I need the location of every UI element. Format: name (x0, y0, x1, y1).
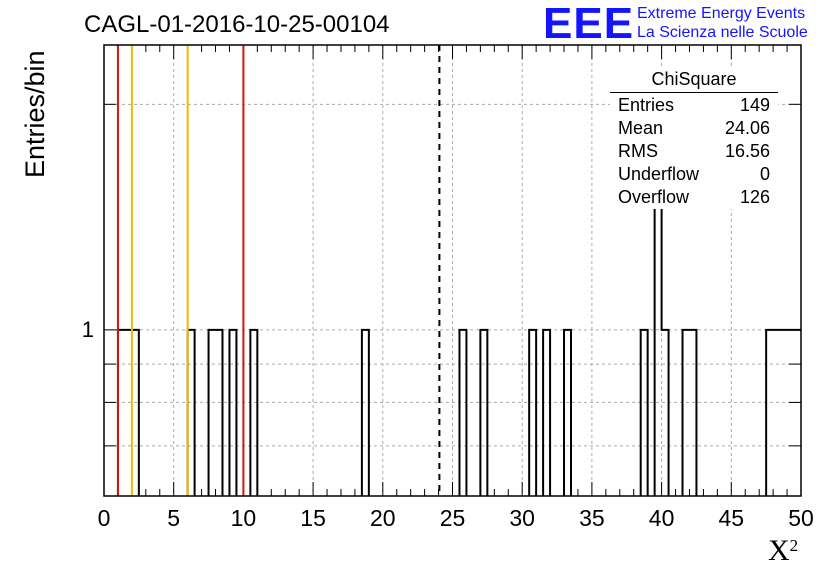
stats-label: Entries (618, 95, 675, 115)
y-axis-label: Entries/bin (20, 50, 50, 178)
eee-logo: EEE (543, 0, 635, 48)
x-axis-label: X2 (768, 534, 799, 567)
logo-line-2: La Scienza nelle Scuole (637, 24, 808, 41)
y-tick-label: 1 (82, 317, 94, 342)
x-tick-label: 35 (579, 505, 605, 531)
stats-label: Overflow (618, 187, 690, 207)
x-tick-label: 0 (98, 505, 111, 531)
x-tick-label: 50 (788, 505, 814, 531)
stats-row-mean: Mean 24.06 (610, 117, 778, 140)
stats-value: 149 (739, 95, 770, 115)
stats-row-underflow: Underflow 0 (610, 163, 778, 186)
stats-label: Underflow (618, 164, 700, 184)
stats-value: 24.06 (724, 118, 770, 138)
stats-row-overflow: Overflow 126 (610, 186, 778, 209)
x-tick-label: 5 (167, 505, 180, 531)
stats-row-entries: Entries 149 (610, 94, 778, 117)
stats-row-rms: RMS 16.56 (610, 140, 778, 163)
histogram-outline (116, 103, 801, 496)
x-tick-label: 20 (370, 505, 396, 531)
stats-box: ChiSquare Entries 149 Mean 24.06 RMS 16.… (610, 68, 778, 209)
x-tick-label: 30 (509, 505, 535, 531)
stats-value: 126 (739, 187, 770, 207)
stats-value: 0 (759, 164, 770, 184)
x-tick-label: 45 (719, 505, 745, 531)
logo-line-1: Extreme Energy Events (637, 5, 806, 22)
x-tick-label: 25 (440, 505, 466, 531)
x-tick-label: 15 (300, 505, 326, 531)
x-tick-label: 40 (649, 505, 675, 531)
stats-label: RMS (618, 141, 658, 161)
chart-title: CAGL-01-2016-10-25-00104 (84, 11, 390, 38)
plot-frame (103, 44, 802, 497)
stats-label: Mean (618, 118, 664, 138)
stats-title: ChiSquare (610, 68, 778, 93)
stats-value: 16.56 (724, 141, 770, 161)
x-tick-label: 10 (231, 505, 257, 531)
